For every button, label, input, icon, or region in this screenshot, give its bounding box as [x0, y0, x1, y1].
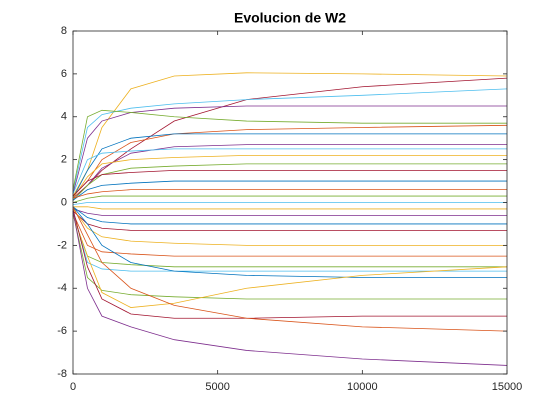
data-line	[72, 133, 507, 199]
data-line	[72, 213, 507, 257]
data-line	[72, 124, 508, 197]
y-tick-label: 0	[61, 196, 67, 208]
y-tick-label: 4	[61, 111, 67, 123]
data-line	[72, 148, 507, 195]
data-line	[72, 154, 507, 199]
data-line	[72, 202, 507, 206]
data-line	[72, 215, 507, 268]
data-line	[72, 180, 507, 201]
y-tick-label: 8	[61, 25, 67, 37]
data-line	[72, 208, 507, 216]
data-line	[72, 208, 507, 246]
data-line	[72, 195, 507, 203]
y-tick-label: -6	[57, 325, 67, 337]
chart-title: Evolucion de W2	[234, 10, 346, 26]
data-line	[72, 105, 507, 195]
x-tick-label: 0	[70, 381, 76, 393]
data-line	[72, 206, 507, 225]
data-line	[72, 206, 508, 332]
data-line	[72, 169, 507, 197]
x-tick-label: 5000	[205, 381, 229, 393]
data-line	[72, 72, 508, 197]
data-line	[72, 210, 507, 231]
x-tick-label: 10000	[347, 381, 378, 393]
data-line	[72, 109, 507, 190]
data-line	[72, 210, 507, 272]
data-line	[72, 211, 508, 366]
y-tick-label: -8	[57, 368, 67, 380]
data-line	[72, 213, 507, 300]
data-line	[72, 88, 508, 192]
data-line	[72, 189, 507, 199]
y-tick-label: 2	[61, 154, 67, 166]
x-tick-label: 15000	[492, 381, 523, 393]
data-line	[72, 208, 507, 319]
y-tick-label: -2	[57, 239, 67, 251]
data-line	[73, 206, 507, 210]
y-tick-label: -4	[57, 282, 67, 294]
y-tick-label: 6	[61, 68, 67, 80]
data-line	[72, 163, 507, 201]
data-line	[72, 215, 508, 308]
